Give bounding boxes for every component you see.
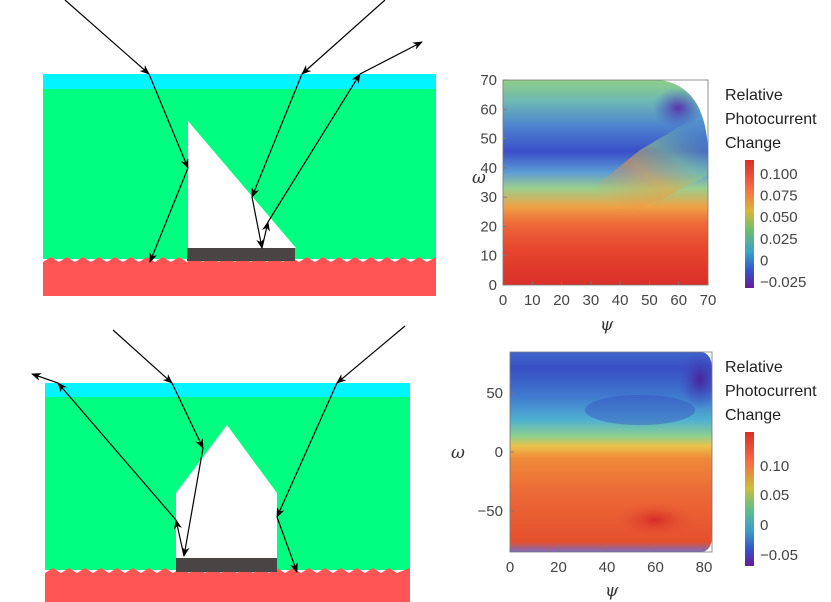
bottom-y-tick-label-1: 0: [495, 444, 503, 461]
top-legend: Relative Photocurrent Change 0.1000.0750…: [725, 87, 817, 291]
top-y-axis-label: ω: [472, 168, 486, 188]
top-y-tick-label-3: 30: [480, 189, 497, 206]
top-colorbar-tick-label-1: 0.075: [760, 188, 798, 205]
top-legend-title-line-2: Photocurrent: [725, 111, 817, 128]
top-light-rays: [64, 0, 423, 263]
top-y-ticks: 0 10 20 30 40 50 60 70: [480, 72, 507, 294]
bottom-x-tick-label-0: 0: [506, 559, 514, 576]
bottom-legend: Relative Photocurrent Change 0.10 0.05 0 −0…: [725, 359, 817, 566]
top-heatmap-frame: [502, 79, 709, 286]
bottom-y-axis-label: ω: [451, 443, 465, 463]
bottom-heatmap-surface: [510, 352, 712, 552]
top-y-tick-label-0: 0: [489, 277, 497, 294]
top-device-diagram: [43, 0, 436, 296]
bottom-y-ticks: 50 0 −50: [478, 385, 514, 520]
bottom-colorbar-tick-label-1: 0.05: [760, 487, 789, 504]
bottom-pentagonal-prism: [176, 425, 277, 558]
top-heatmap-plot: 0 10 20 30 40 50 60 70 0 10 20 30 40 50 60 70 ψ ω: [472, 72, 716, 335]
top-x-tick-label-3: 30: [583, 292, 600, 309]
top-colorbar-tick-label-2: 0.050: [760, 209, 798, 226]
bottom-textured-substrate: [45, 568, 410, 602]
top-x-tick-label-2: 20: [553, 292, 570, 309]
top-y-tick-label-1: 10: [480, 248, 497, 265]
top-x-tick-label-5: 50: [641, 292, 658, 309]
top-x-tick-label-0: 0: [499, 292, 507, 309]
top-prism-base: [187, 248, 295, 261]
top-y-tick-label-4: 40: [480, 160, 497, 177]
bottom-glass-layer: [45, 383, 410, 397]
top-heatmap-surface: [503, 80, 708, 285]
bottom-y-tick-label-0: 50: [486, 385, 503, 402]
top-colorbar-tick-label-0: 0.100: [760, 166, 798, 183]
bottom-x-tick-label-2: 40: [599, 559, 616, 576]
bottom-x-tick-label-3: 60: [647, 559, 664, 576]
top-y-tick-label-5: 50: [480, 131, 497, 148]
bottom-light-rays: [31, 325, 406, 573]
top-legend-title-line-1: Relative: [725, 87, 783, 104]
top-x-axis-label: ψ: [600, 315, 614, 335]
bottom-heatmap-plot: 0 20 40 60 80 50 0 −50 ψ ω: [451, 351, 713, 601]
top-y-tick-label-6: 60: [480, 101, 497, 118]
bottom-legend-title-line-1: Relative: [725, 359, 783, 376]
top-x-tick-label-7: 70: [700, 292, 717, 309]
bottom-legend-title-line-2: Photocurrent: [725, 383, 817, 400]
bottom-colorbar-tick-label-2: 0: [760, 517, 768, 534]
bottom-x-ticks: 0 20 40 60 80: [506, 548, 713, 576]
top-y-tick-label-2: 20: [480, 218, 497, 235]
bottom-x-axis-label: ψ: [605, 581, 619, 601]
bottom-colorbar-tick-label-0: 0.10: [760, 458, 789, 475]
top-y-tick-label-7: 70: [480, 72, 497, 89]
top-colorbar-ticks: 0.100 0.075 0.050 0.025 0 −0.025: [760, 166, 806, 291]
top-triangular-prism: [188, 121, 296, 248]
top-x-tick-label-4: 40: [612, 292, 629, 309]
bottom-legend-title-line-3: Change: [725, 407, 781, 424]
top-colorbar-tick-label-4: 0: [760, 252, 768, 269]
bottom-colorbar-tick-label-3: −0.05: [760, 547, 798, 564]
top-glass-layer: [43, 74, 436, 89]
top-x-tick-label-1: 10: [524, 292, 541, 309]
bottom-y-tick-label-2: −50: [478, 503, 503, 520]
top-colorbar-tick-label-5: −0.025: [760, 274, 806, 291]
top-x-ticks: 0 10 20 30 40 50 60 70: [499, 281, 717, 309]
top-legend-title-line-3: Change: [725, 135, 781, 152]
bottom-prism-base: [176, 558, 277, 572]
top-textured-substrate: [43, 257, 436, 296]
bottom-device-diagram: [31, 325, 410, 602]
bottom-colorbar-ticks: 0.10 0.05 0 −0.05: [760, 458, 798, 564]
bottom-colorbar: [745, 432, 754, 566]
bottom-x-tick-label-4: 80: [696, 559, 713, 576]
top-x-tick-label-6: 60: [670, 292, 687, 309]
bottom-x-tick-label-1: 20: [550, 559, 567, 576]
top-colorbar-tick-label-3: 0.025: [760, 231, 798, 248]
top-colorbar: [745, 160, 754, 288]
